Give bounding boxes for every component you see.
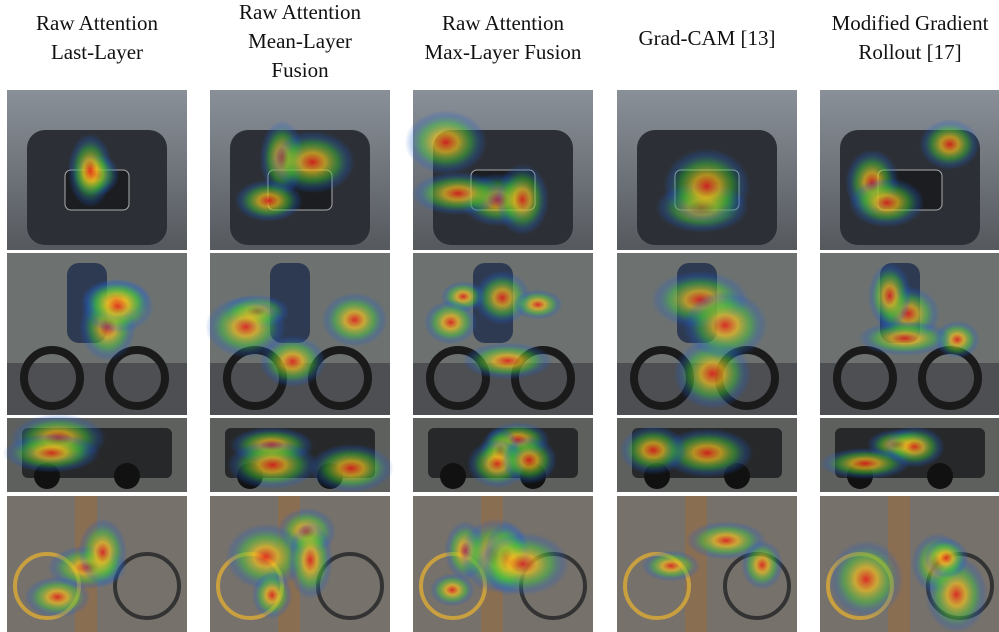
image-panel <box>7 90 187 250</box>
column-header: Raw Attention <box>239 0 361 24</box>
heatmap-blob <box>741 540 783 589</box>
heatmap-blob <box>259 335 326 387</box>
column-header: Modified Gradient <box>832 11 989 35</box>
heatmap-blob <box>24 576 91 618</box>
image-panel <box>617 418 797 492</box>
heatmap-blob <box>3 433 100 472</box>
image-panel <box>205 253 390 415</box>
heatmap-blob <box>405 110 487 175</box>
image-panel <box>405 90 593 250</box>
heatmap-blob <box>252 571 292 619</box>
image-panel <box>820 418 999 492</box>
image-panel <box>820 496 999 632</box>
wheel <box>927 463 953 489</box>
column-header: Grad-CAM [13] <box>638 26 775 50</box>
image-panel <box>820 90 999 250</box>
image-panel <box>210 496 390 632</box>
column-header: Last-Layer <box>51 40 143 64</box>
column-header: Raw Attention <box>442 11 564 35</box>
image-panel <box>7 496 187 632</box>
heatmap-blob <box>619 425 687 474</box>
heatmap-blob <box>858 321 952 356</box>
image-panel <box>617 253 797 415</box>
heatmap-blob <box>828 540 903 618</box>
heatmap-blob <box>683 291 768 360</box>
heatmap-blob <box>642 550 701 581</box>
heatmap-blob <box>321 292 387 347</box>
heatmap-blob <box>270 131 356 194</box>
heatmap-blob <box>475 532 569 596</box>
image-panel <box>413 418 593 492</box>
image-panel <box>210 90 390 250</box>
column-header: Raw Attention <box>36 11 158 35</box>
heatmap-blob <box>663 148 750 224</box>
heatmap-blob <box>309 444 394 493</box>
column-header: Mean-Layer <box>248 29 352 53</box>
heatmap-blob <box>81 279 155 333</box>
heatmap-blob <box>501 436 557 484</box>
heatmap-blob <box>288 520 333 600</box>
image-panel <box>3 414 187 492</box>
wheel <box>114 463 140 489</box>
heatmap-blob <box>227 440 319 489</box>
image-panel <box>820 253 999 415</box>
heatmap-blob <box>68 134 113 208</box>
image-panel <box>413 496 593 632</box>
heatmap-blob <box>884 426 945 468</box>
image-panel <box>413 253 593 415</box>
column-header: Max-Layer Fusion <box>425 40 582 64</box>
heatmap-blob <box>462 342 553 379</box>
image-panel <box>210 418 394 493</box>
image-panel <box>7 253 187 415</box>
heatmap-blob <box>78 518 127 587</box>
heatmap-blob <box>849 178 925 228</box>
heatmap-blob <box>411 172 505 215</box>
heatmap-blob <box>495 164 549 236</box>
column-header: Rollout [17] <box>858 40 961 64</box>
image-panel <box>617 90 797 250</box>
heatmap-blob <box>868 262 912 329</box>
heatmap-blob <box>424 300 478 345</box>
figure: Raw Attention Last-Layer Raw Attention Mean… <box>0 0 999 632</box>
heatmap-blob <box>513 290 563 320</box>
column-header: Fusion <box>271 58 329 82</box>
image-panel <box>617 496 797 632</box>
heatmap-blob <box>919 119 980 170</box>
wheel <box>440 463 466 489</box>
heatmap-blob <box>924 538 969 579</box>
